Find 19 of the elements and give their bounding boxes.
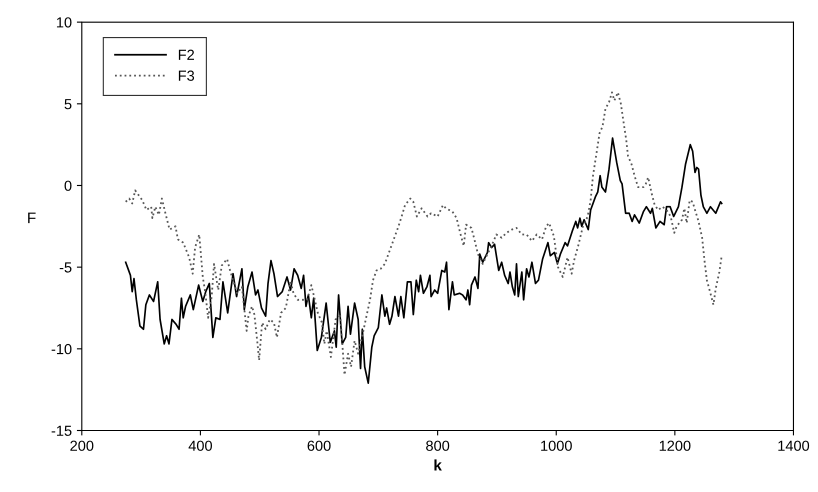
legend-label: F2 — [178, 50, 194, 60]
line-series — [124, 91, 723, 376]
x-tick-label: 200 — [70, 440, 94, 451]
legend-label: F3 — [178, 70, 194, 81]
y-tick-label: -15 — [52, 426, 72, 436]
y-tick-label: 0 — [64, 180, 72, 191]
x-axis-title: k — [434, 459, 442, 470]
y-tick-label: 10 — [56, 17, 72, 28]
x-tick-label: 1400 — [778, 440, 810, 451]
x-tick-label: 400 — [188, 440, 212, 451]
x-tick-label: 600 — [308, 440, 331, 451]
line-series — [124, 137, 723, 384]
y-tick-label: 5 — [64, 99, 72, 110]
y-tick-label: -5 — [60, 262, 72, 273]
x-tick-label: 1000 — [541, 440, 572, 451]
x-tick-label: 1200 — [660, 440, 690, 451]
y-tick-label: -10 — [52, 344, 72, 354]
y-axis-title: F — [28, 212, 36, 224]
x-tick-label: 800 — [426, 440, 450, 451]
